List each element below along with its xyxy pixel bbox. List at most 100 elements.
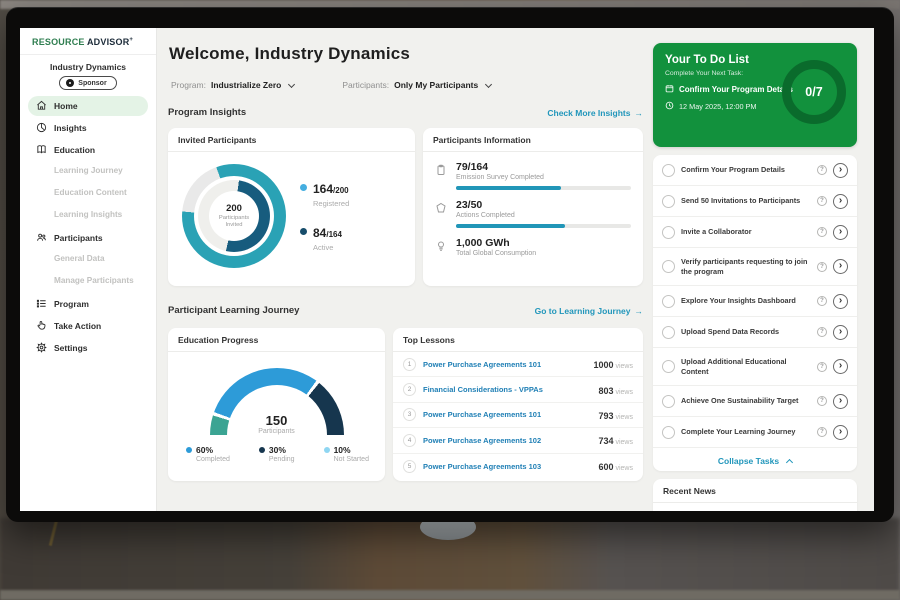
task-checkbox[interactable] — [662, 260, 675, 273]
views-count: 600 — [598, 462, 614, 473]
link-label: Check More Insights — [547, 107, 631, 118]
sidebar-item-learning-insights[interactable]: Learning Insights — [54, 210, 123, 219]
task-row[interactable]: Send 50 Invitations to Participants — [653, 186, 857, 217]
task-row[interactable]: Verify participants requesting to join t… — [653, 248, 857, 286]
sidebar-item-education-content[interactable]: Education Content — [54, 188, 127, 197]
task-checkbox[interactable] — [662, 163, 675, 177]
sidebar-item-education[interactable]: Education — [28, 140, 148, 160]
lesson-link[interactable]: Power Purchase Agreements 103 — [423, 461, 542, 471]
learning-journey-header: Participant Learning Journey Go to Learn… — [168, 305, 643, 316]
task-row[interactable]: Complete Your Learning Journey — [653, 417, 857, 448]
task-checkbox[interactable] — [662, 194, 675, 208]
sidebar-item-label: Insights — [54, 123, 87, 133]
sidebar-item-program[interactable]: Program — [28, 294, 148, 314]
sidebar: RESOURCE ADVISOR+ Industry Dynamics Spon… — [20, 28, 157, 511]
sidebar-item-settings[interactable]: Settings — [28, 338, 148, 358]
todo-progress-value: 0/7 — [805, 85, 823, 99]
lesson-row[interactable]: 5 Power Purchase Agreements 103 600 views — [393, 454, 643, 479]
check-more-insights-link[interactable]: Check More Insights → — [547, 108, 643, 118]
lesson-row[interactable]: 2 Financial Considerations - VPPAs 803 vi… — [393, 377, 643, 403]
task-row[interactable]: Upload Spend Data Records — [653, 317, 857, 348]
legend-registered: 164/200 Registered — [300, 180, 349, 208]
task-row[interactable]: Upload Additional Educational Content — [653, 348, 857, 386]
sidebar-item-manage-participants[interactable]: Manage Participants — [54, 276, 134, 285]
task-row[interactable]: Explore Your Insights Dashboard — [653, 286, 857, 317]
participants-dropdown[interactable]: Participants: Only My Participants — [342, 80, 493, 90]
chevron-right-button[interactable] — [833, 259, 848, 274]
arrow-right-icon: → — [634, 305, 644, 316]
legend-completed: 60% Completed — [186, 445, 230, 463]
sponsor-badge: Sponsor — [59, 76, 117, 90]
lesson-row[interactable]: 4 Power Purchase Agreements 102 734 views — [393, 428, 643, 454]
task-label: Invite a Collaborator — [681, 227, 752, 237]
legend-dot — [258, 447, 265, 453]
participants-information-card: Participants Information 79/164 Emission… — [423, 128, 643, 286]
collapse-tasks-link[interactable]: Collapse Tasks — [653, 448, 857, 471]
legend-label: Active — [313, 243, 334, 252]
metric-value: 23/50 — [456, 199, 483, 211]
chevron-right-button[interactable] — [833, 359, 848, 374]
todo-subtitle: Complete Your Next Task: — [665, 70, 744, 77]
help-icon[interactable] — [817, 165, 827, 175]
invited-participants-card: Invited Participants 200 Participants In… — [168, 128, 415, 286]
help-icon[interactable] — [817, 227, 827, 237]
monitor-bezel: RESOURCE ADVISOR+ Industry Dynamics Spon… — [6, 7, 894, 522]
arrow-right-icon: → — [634, 107, 644, 118]
task-label: Achieve One Sustainability Target — [681, 396, 799, 406]
sidebar-item-learning-journey[interactable]: Learning Journey — [54, 166, 123, 175]
sidebar-item-insights[interactable]: Insights — [28, 118, 148, 138]
task-row[interactable]: Confirm Your Program Details — [653, 155, 857, 186]
chevron-right-button[interactable] — [833, 293, 848, 309]
lesson-row[interactable]: 3 Power Purchase Agreements 101 793 views — [393, 403, 643, 429]
help-icon[interactable] — [817, 196, 827, 206]
chevron-right-button[interactable] — [833, 193, 848, 209]
task-label: Upload Additional Educational Content — [681, 357, 787, 376]
sidebar-item-participants[interactable]: Participants — [28, 228, 148, 248]
collapse-label: Collapse Tasks — [717, 456, 780, 466]
todo-progress-ring: 0/7 — [782, 60, 846, 124]
sidebar-item-general-data[interactable]: General Data — [54, 254, 105, 263]
help-icon[interactable] — [817, 427, 827, 437]
participants-label: Participants: — [342, 80, 390, 90]
link-label: Go to Learning Journey — [534, 305, 631, 316]
go-to-learning-journey-link[interactable]: Go to Learning Journey → — [535, 306, 643, 316]
sidebar-nav: Home Insights Education Learning Journey… — [20, 96, 156, 358]
filters-row: Program: Industrialize Zero Participants… — [171, 80, 493, 90]
task-row[interactable]: Achieve One Sustainability Target — [653, 386, 857, 417]
help-icon[interactable] — [817, 327, 827, 337]
calendar-icon — [665, 84, 674, 95]
lesson-row[interactable]: 1 Power Purchase Agreements 101 1000 view… — [393, 352, 643, 378]
lesson-link[interactable]: Power Purchase Agreements 101 — [423, 410, 542, 420]
task-checkbox[interactable] — [662, 425, 675, 439]
chevron-down-icon — [288, 80, 296, 88]
help-icon[interactable] — [817, 261, 827, 272]
program-dropdown[interactable]: Program: Industrialize Zero — [171, 80, 296, 90]
task-checkbox[interactable] — [662, 394, 675, 408]
chevron-right-button[interactable] — [833, 162, 848, 178]
metric-value: 1,000 GWh — [456, 237, 510, 249]
card-title: Invited Participants — [168, 128, 415, 152]
background-bottom-strip — [0, 590, 900, 600]
todo-next-task: Confirm Your Program Details — [679, 85, 793, 94]
lesson-link[interactable]: Financial Considerations - VPPAs — [423, 385, 543, 395]
settings-icon — [36, 341, 47, 355]
lesson-link[interactable]: Power Purchase Agreements 102 — [423, 435, 542, 445]
help-icon[interactable] — [817, 296, 827, 306]
views-count: 793 — [598, 410, 614, 421]
chevron-right-button[interactable] — [833, 393, 848, 409]
lesson-link[interactable]: Power Purchase Agreements 101 — [423, 359, 542, 369]
help-icon[interactable] — [817, 396, 827, 406]
task-checkbox[interactable] — [662, 360, 675, 373]
task-checkbox[interactable] — [662, 325, 675, 339]
sidebar-item-home[interactable]: Home — [28, 96, 148, 116]
help-icon[interactable] — [817, 361, 827, 372]
task-row[interactable]: Invite a Collaborator — [653, 217, 857, 248]
task-checkbox[interactable] — [662, 294, 675, 308]
chevron-right-button[interactable] — [833, 424, 848, 440]
chevron-right-button[interactable] — [833, 224, 848, 240]
gauge-center-value: 150 — [265, 413, 288, 428]
sidebar-item-take-action[interactable]: Take Action — [28, 316, 148, 336]
chevron-right-button[interactable] — [833, 324, 848, 340]
task-checkbox[interactable] — [662, 225, 675, 239]
home-icon — [36, 100, 47, 113]
